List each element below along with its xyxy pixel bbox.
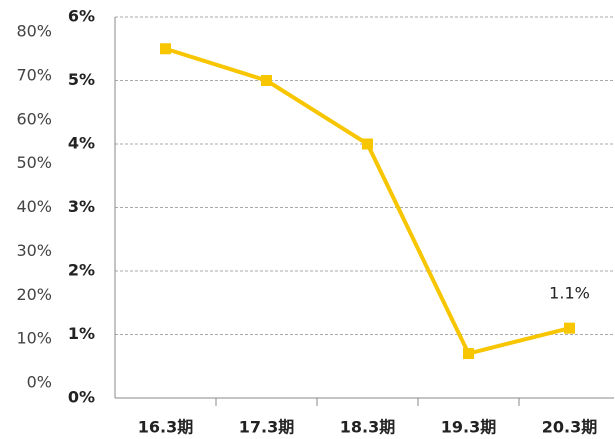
y-tick-label: 2% (68, 261, 95, 280)
y2-tick-label: 30% (16, 241, 52, 260)
y2-tick-label: 80% (16, 22, 52, 41)
y-tick-label: 6% (68, 7, 95, 26)
x-tick-label: 17.3期 (239, 418, 294, 437)
y2-tick-label: 10% (16, 329, 52, 348)
y2-tick-label: 60% (16, 109, 52, 128)
marker (564, 322, 575, 334)
y-tick-label: 5% (68, 70, 95, 89)
y-tick-label: 0% (68, 388, 95, 407)
marker (362, 138, 373, 150)
y2-tick-label: 70% (16, 65, 52, 84)
y-tick-label: 1% (68, 324, 95, 343)
marker (463, 348, 474, 360)
marker (261, 75, 272, 86)
y2-tick-label: 40% (16, 197, 52, 216)
x-tick-label: 19.3期 (441, 418, 496, 437)
y2-tick-label: 20% (16, 285, 52, 304)
x-tick-label: 18.3期 (340, 418, 395, 437)
y-tick-label: 4% (68, 134, 95, 153)
line (164, 46, 570, 356)
value-label: 1.1% (549, 284, 590, 303)
x-tick-label: 16.3期 (138, 418, 193, 437)
y-tick-label: 3% (68, 197, 95, 216)
x-tick-label: 20.3期 (542, 418, 597, 437)
y2-tick-label: 0% (27, 373, 52, 392)
marker (160, 43, 171, 55)
y2-tick-label: 50% (16, 153, 52, 172)
